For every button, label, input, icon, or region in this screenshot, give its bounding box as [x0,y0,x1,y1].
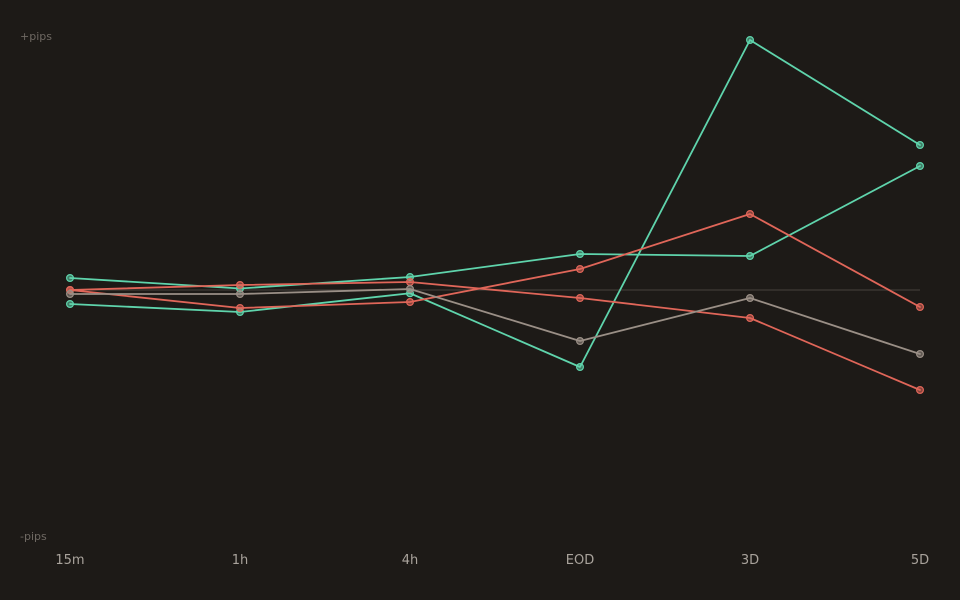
series-2-point [915,162,924,171]
series-4-point [406,278,415,287]
series-5-point [915,350,924,359]
series-5-point [406,285,415,294]
x-tick-label: 3D [741,553,759,568]
series-1-point [575,363,584,372]
series-2 [65,162,924,293]
series-layer [65,35,924,395]
series-1-point [745,35,754,44]
x-axis-ticks: 15m 1h 4h EOD 3D 5D [55,553,929,568]
series-5 [65,285,924,359]
x-tick-label: 1h [232,553,249,568]
x-tick-label: 4h [402,553,419,568]
series-5-point [236,290,245,299]
series-5-point [745,294,754,303]
series-1 [65,35,924,372]
series-4-point [236,281,245,290]
series-3 [65,210,924,313]
series-3-point [745,210,754,219]
series-3-line [69,213,921,309]
series-3-point [406,298,415,307]
series-2-point [65,274,74,283]
y-axis-top-label: +pips [20,30,52,43]
series-4-point [745,314,754,323]
series-3-point [915,303,924,312]
y-axis-bottom-label: -pips [20,530,47,543]
series-1-line [69,39,921,368]
series-3-point [575,265,584,274]
series-4-point [915,386,924,395]
x-tick-label: EOD [566,553,594,568]
series-4-point [575,294,584,303]
series-2-point [745,252,754,261]
series-1-point [915,141,924,150]
series-4 [65,278,924,395]
series-4-line [69,281,921,391]
x-tick-label: 5D [911,553,929,568]
series-2-point [575,250,584,259]
x-tick-label: 15m [55,553,84,568]
series-3-point [236,304,245,313]
series-5-line [69,288,921,355]
series-2-line [69,165,921,290]
series-5-point [575,337,584,346]
series-1-point [65,300,74,309]
series-5-point [65,290,74,299]
